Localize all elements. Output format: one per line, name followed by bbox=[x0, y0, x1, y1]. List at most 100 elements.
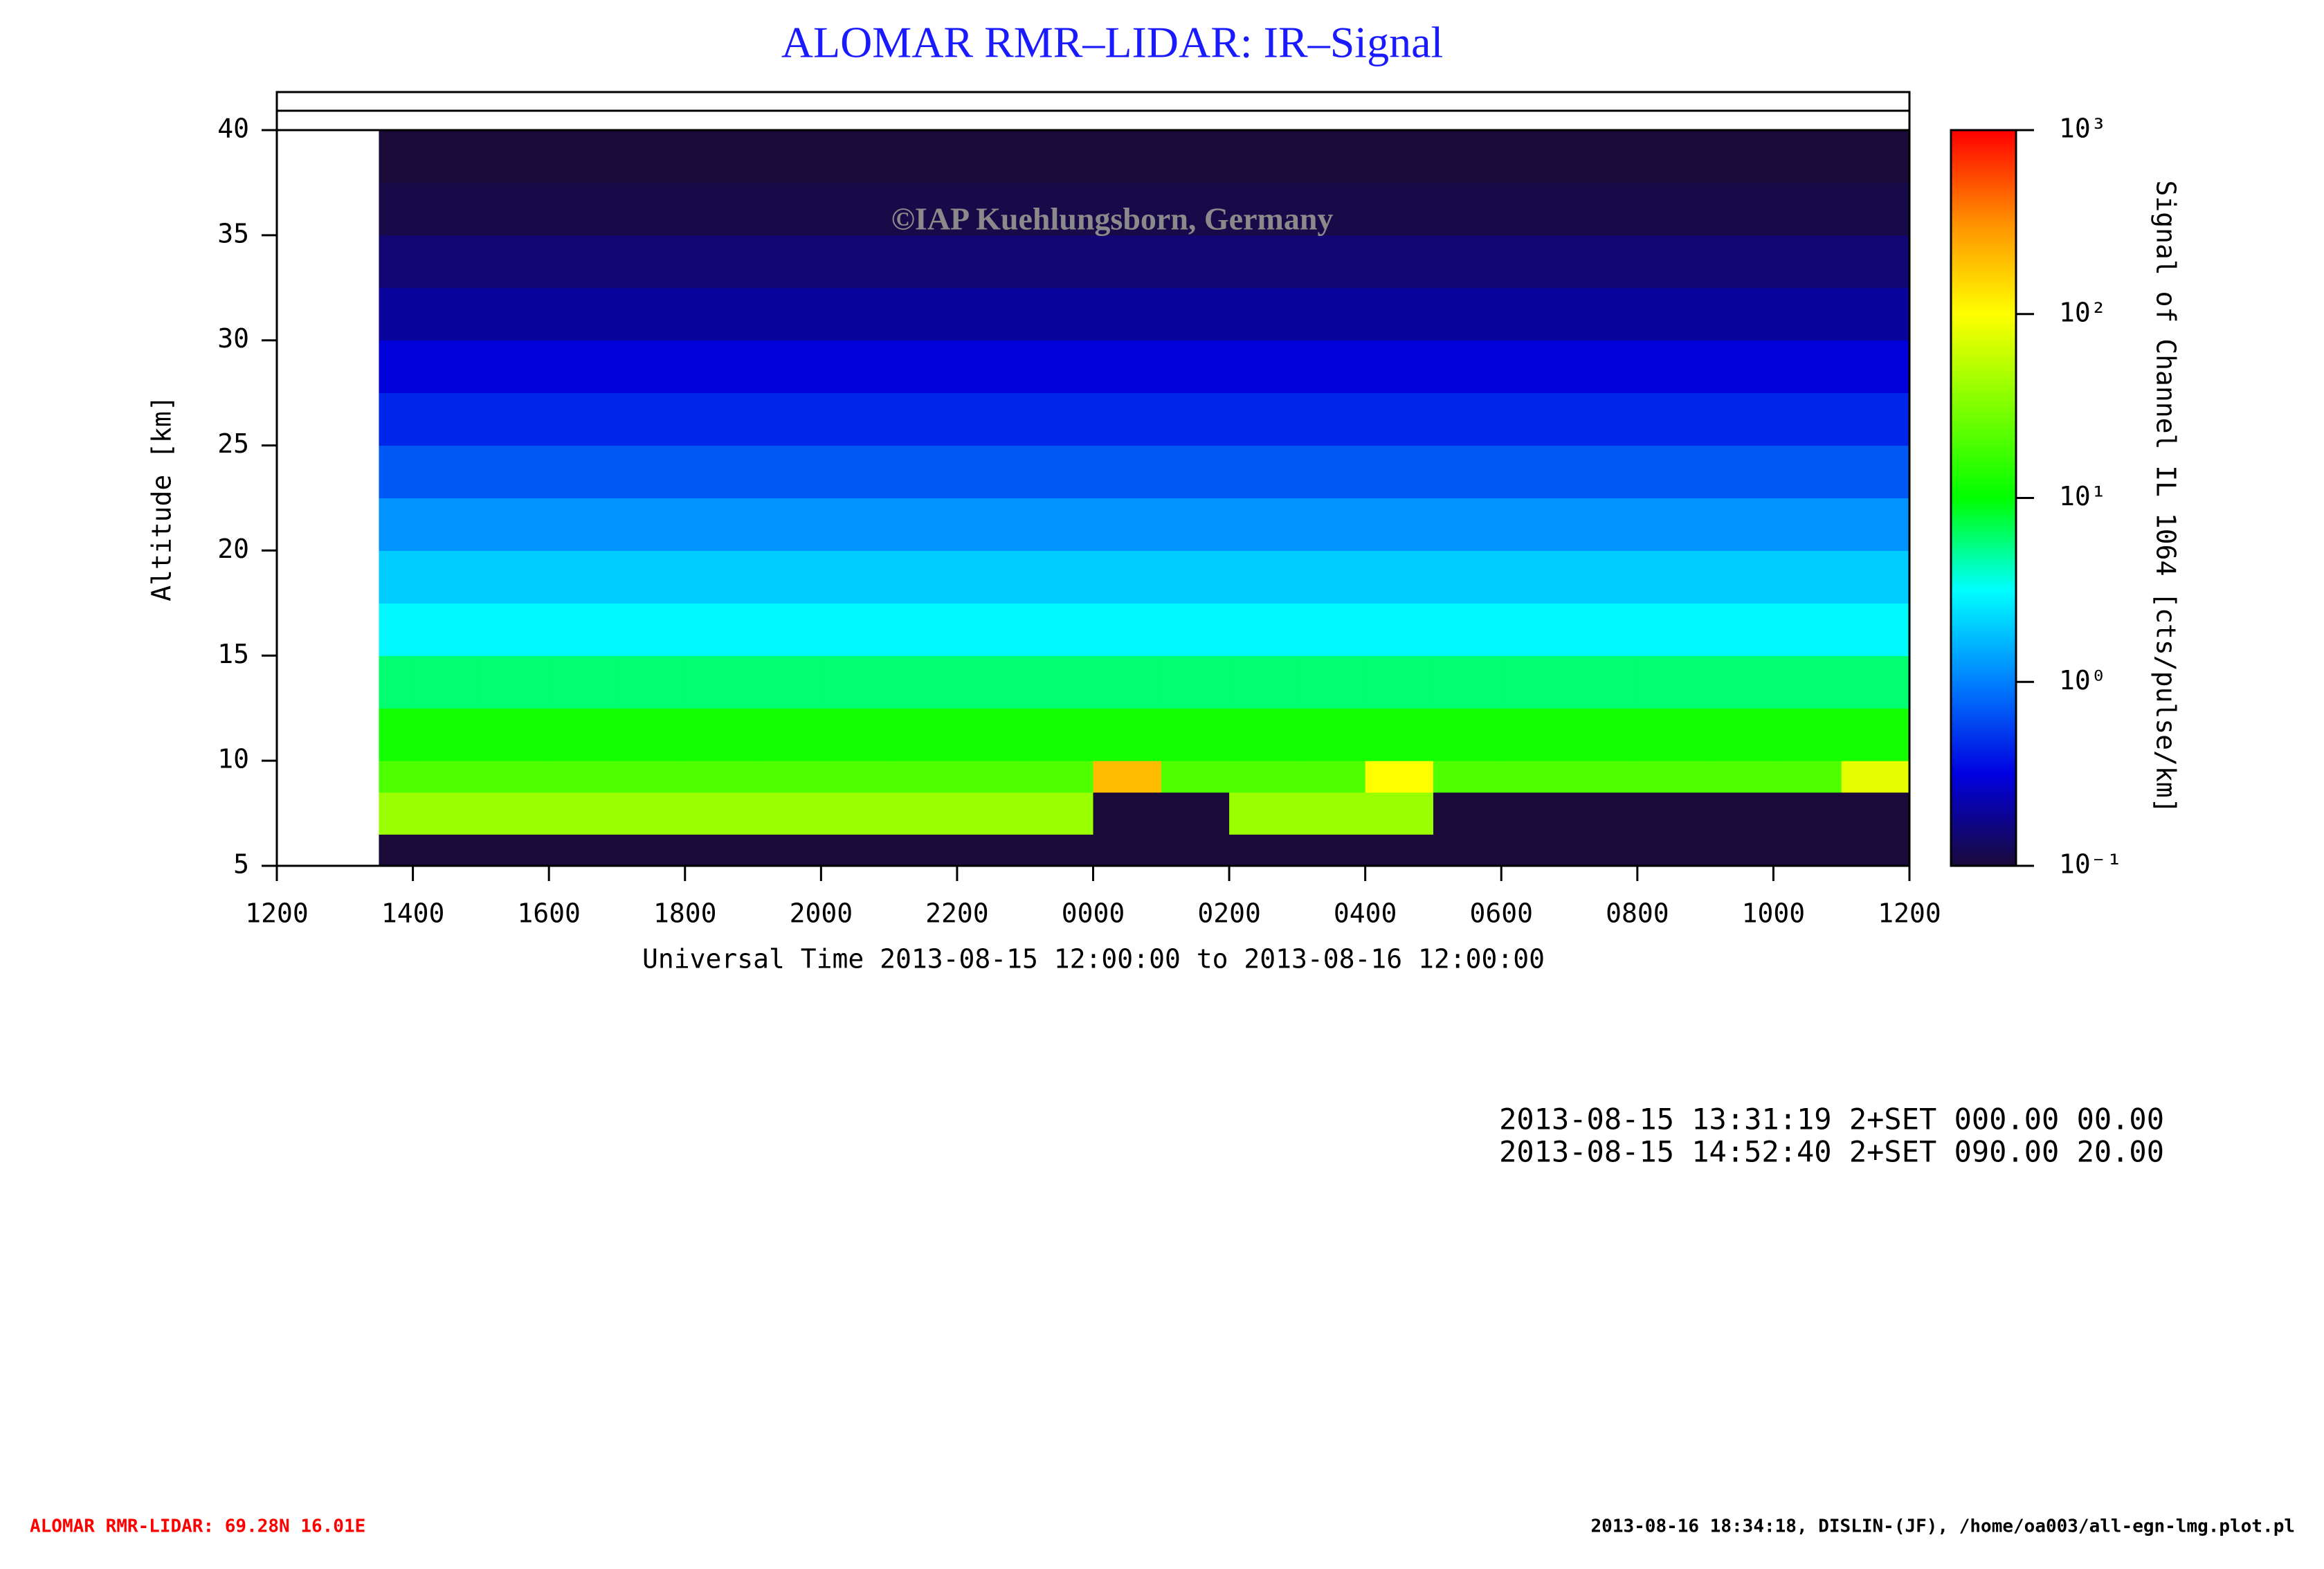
x-tick-label: 1600 bbox=[517, 898, 581, 929]
watermark: ©IAP Kuehlungsborn, Germany bbox=[891, 201, 1334, 237]
heat-cell bbox=[1297, 550, 1366, 604]
heat-cell bbox=[379, 130, 414, 183]
heat-cell bbox=[889, 834, 958, 867]
heat-cell bbox=[1161, 235, 1230, 289]
heat-cell bbox=[379, 655, 414, 709]
heat-cell bbox=[549, 603, 617, 656]
heat-cell bbox=[956, 392, 1026, 446]
heat-cell bbox=[1365, 655, 1434, 709]
heat-cell bbox=[1501, 655, 1570, 709]
heat-cell bbox=[617, 708, 686, 761]
heat-cell bbox=[1433, 761, 1502, 793]
heat-cell bbox=[1229, 834, 1298, 867]
heat-cell bbox=[1093, 445, 1162, 498]
heat-cell bbox=[1637, 182, 1706, 236]
heat-cell bbox=[1433, 182, 1502, 236]
heat-cell bbox=[617, 761, 686, 793]
heat-cell bbox=[1093, 340, 1162, 394]
heat-cell bbox=[1093, 834, 1162, 867]
heat-cell bbox=[821, 130, 890, 183]
heat-cell bbox=[1705, 792, 1774, 835]
heat-cell bbox=[1433, 340, 1502, 394]
heat-cell bbox=[956, 792, 1026, 835]
heat-cell bbox=[379, 834, 414, 867]
heat-cell bbox=[1093, 792, 1162, 835]
heat-cell bbox=[1365, 130, 1434, 183]
heat-cell bbox=[617, 792, 686, 835]
heat-cell bbox=[1297, 708, 1366, 761]
heat-cell bbox=[1297, 761, 1366, 793]
x-tick-label: 1400 bbox=[381, 898, 445, 929]
heat-cell bbox=[480, 445, 550, 498]
heat-cell bbox=[1365, 235, 1434, 289]
heat-cell bbox=[1093, 761, 1162, 793]
heat-cell bbox=[1501, 761, 1570, 793]
heat-cell bbox=[1705, 603, 1774, 656]
heat-cell bbox=[956, 834, 1026, 867]
heat-cell bbox=[1841, 761, 1910, 793]
footer-right: 2013-08-16 18:34:18, DISLIN-(JF), /home/… bbox=[1591, 1516, 2295, 1537]
heat-cell bbox=[753, 603, 821, 656]
heat-cell bbox=[1297, 130, 1366, 183]
heat-cell bbox=[1569, 708, 1638, 761]
heat-cell bbox=[1433, 498, 1502, 551]
heat-cell bbox=[412, 182, 482, 236]
heat-cell bbox=[1841, 834, 1910, 867]
heat-cell bbox=[753, 130, 821, 183]
note: 2013-08-15 14:52:40 2+SET 090.00 20.00 bbox=[1499, 1135, 2164, 1169]
heat-cell bbox=[1637, 287, 1706, 341]
heat-cell bbox=[1365, 708, 1434, 761]
heat-cell bbox=[1569, 603, 1638, 656]
heat-cell bbox=[1705, 392, 1774, 446]
heat-cell bbox=[1501, 235, 1570, 289]
heat-cell bbox=[1637, 761, 1706, 793]
y-axis-label: Altitude [km] bbox=[147, 395, 177, 601]
heat-cell bbox=[1501, 498, 1570, 551]
heat-cell bbox=[1229, 792, 1298, 835]
heat-cell bbox=[753, 550, 821, 604]
heat-cell bbox=[1501, 392, 1570, 446]
heat-cell bbox=[1025, 708, 1093, 761]
heat-cell bbox=[1093, 603, 1162, 656]
heat-cell bbox=[1773, 392, 1842, 446]
y-tick-label: 40 bbox=[217, 114, 249, 144]
heat-cell bbox=[412, 445, 482, 498]
heat-cell bbox=[889, 182, 958, 236]
heat-cell bbox=[379, 182, 414, 236]
heat-cell bbox=[1025, 761, 1093, 793]
heat-cell bbox=[1093, 130, 1162, 183]
heat-cell bbox=[1229, 603, 1298, 656]
x-tick-label: 2200 bbox=[925, 898, 989, 929]
heat-cell bbox=[1705, 340, 1774, 394]
heat-cell bbox=[412, 655, 482, 709]
heat-cell bbox=[1501, 340, 1570, 394]
heat-cell bbox=[1569, 792, 1638, 835]
heat-cell bbox=[617, 655, 686, 709]
heat-cell bbox=[1229, 708, 1298, 761]
heat-cell bbox=[1773, 792, 1842, 835]
heat-cell bbox=[1093, 655, 1162, 709]
heat-cell bbox=[1705, 834, 1774, 867]
y-tick-label: 30 bbox=[217, 323, 249, 354]
heat-cell bbox=[549, 392, 617, 446]
heat-cell bbox=[1773, 340, 1842, 394]
heat-cell bbox=[956, 655, 1026, 709]
colorbar-label: Signal of Channel IL 1064 [cts/pulse/km] bbox=[2151, 180, 2181, 813]
heat-cell bbox=[684, 603, 754, 656]
heat-cell bbox=[412, 708, 482, 761]
heat-cell bbox=[1569, 761, 1638, 793]
y-tick-label: 20 bbox=[217, 534, 249, 564]
heat-cell bbox=[1705, 761, 1774, 793]
heat-cell bbox=[684, 235, 754, 289]
heat-cell bbox=[956, 708, 1026, 761]
heat-cell bbox=[379, 287, 414, 341]
heat-cell bbox=[956, 287, 1026, 341]
heat-cell bbox=[412, 498, 482, 551]
heat-cell bbox=[412, 834, 482, 867]
heat-cell bbox=[1841, 235, 1910, 289]
heat-cell bbox=[956, 498, 1026, 551]
heat-cell bbox=[821, 792, 890, 835]
heat-cell bbox=[753, 834, 821, 867]
heat-cell bbox=[379, 550, 414, 604]
heat-cell bbox=[480, 834, 550, 867]
